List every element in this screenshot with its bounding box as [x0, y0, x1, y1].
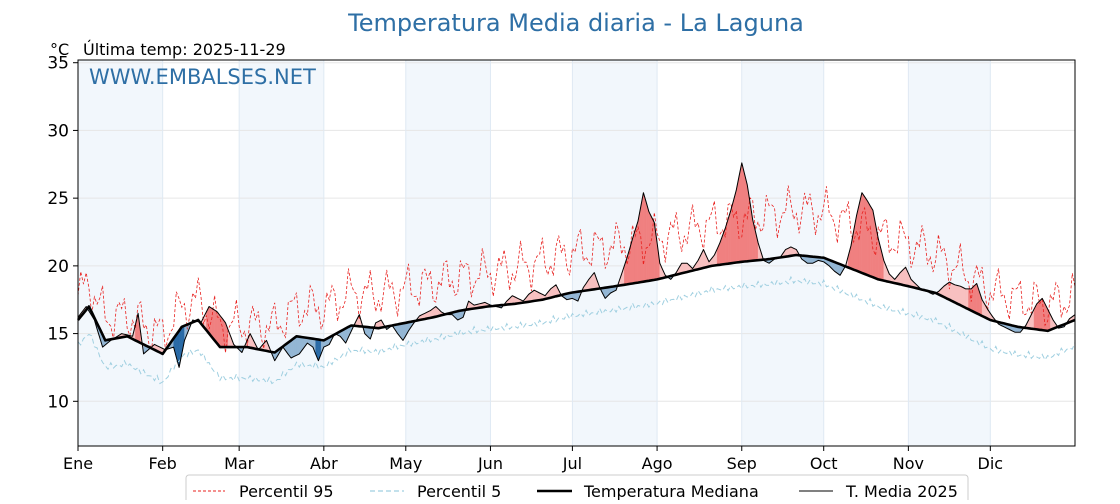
x-tick-label-feb: Feb [149, 454, 177, 473]
x-tick-label-sep: Sep [727, 454, 757, 473]
y-tick-label-10: 10 [47, 392, 69, 412]
above-median-fill-day-287 [861, 192, 865, 275]
above-median-fill-day-242 [738, 162, 742, 263]
above-median-fill-day-207 [643, 192, 647, 282]
month-band-may [405, 60, 491, 446]
above-median-fill-day-328 [973, 282, 977, 314]
above-median-fill-day-351 [1036, 300, 1040, 330]
x-tick-label-jul: Jul [562, 454, 582, 473]
above-median-fill-day-289 [867, 200, 871, 277]
t-media-2025-line [77, 162, 1076, 368]
above-median-fill-day-240 [733, 189, 737, 264]
legend-label-p5: Percentil 5 [417, 482, 501, 500]
below-median-fill-day-80 [296, 336, 300, 356]
x-tick-label-may: May [389, 454, 422, 473]
unit-label: °C [50, 40, 69, 59]
legend-label-median: Temperatura Mediana [583, 482, 759, 500]
y-tick-label-25: 25 [47, 189, 69, 209]
x-tick-label-dic: Dic [978, 454, 1004, 473]
x-tick-label-jun: Jun [477, 454, 503, 473]
above-median-fill-day-322 [957, 285, 961, 306]
y-tick-label-15: 15 [47, 325, 69, 345]
above-median-fill-day-208 [645, 202, 650, 282]
above-median-fill-day-244 [744, 173, 748, 262]
percentil-95-line [77, 185, 1076, 353]
x-tick-label-ene: Ene [63, 454, 93, 473]
y-tick-label-20: 20 [47, 257, 69, 277]
above-median-fill-day-320 [951, 283, 956, 303]
series-lines [76, 162, 1076, 385]
watermark: WWW.EMBALSES.NET [89, 65, 316, 89]
above-median-fill-day-327 [971, 285, 975, 313]
x-tick-label-ago: Ago [642, 454, 673, 473]
legend-label-t2025: T. Media 2025 [845, 482, 958, 500]
above-median-fill-day-290 [869, 204, 874, 278]
above-median-fill-day-53 [222, 318, 226, 348]
legend-box [185, 474, 969, 504]
legend: Percentil 95 Percentil 5 Temperatura Med… [185, 474, 969, 504]
above-median-fill-day-50 [214, 309, 218, 345]
legend-label-p95: Percentil 95 [239, 482, 334, 500]
plot-frame [77, 59, 1076, 447]
month-band-ene [78, 60, 163, 446]
above-median-fill-day-324 [962, 287, 966, 309]
chart-title: Temperatura Media diaria - La Laguna [347, 9, 804, 37]
x-tick-label-mar: Mar [224, 454, 255, 473]
x-tick-label-oct: Oct [810, 454, 838, 473]
y-tick-label-30: 30 [47, 121, 69, 141]
above-median-fill-day-210 [651, 217, 655, 281]
above-median-fill-day-325 [965, 288, 969, 310]
x-axis-ticks: Ene Feb Mar Abr May Jun Jul Ago Sep Oct Nov Dic [63, 446, 1003, 473]
y-tick-label-35: 35 [47, 54, 69, 74]
month-band-mar [239, 60, 324, 446]
x-tick-label-nov: Nov [893, 454, 924, 473]
above-median-fill-day-321 [954, 284, 958, 305]
percentil-5-line [77, 275, 1076, 385]
last-update-label: Última temp: 2025-11-29 [83, 40, 286, 59]
x-tick-label-abr: Abr [310, 454, 338, 473]
y-axis-ticks: 10 15 20 25 30 35 [47, 54, 78, 412]
above-median-fill-day-323 [960, 285, 964, 307]
above-median-fill-day-209 [648, 211, 652, 282]
month-band-nov [908, 60, 991, 446]
above-median-fill-day-243 [741, 162, 745, 263]
